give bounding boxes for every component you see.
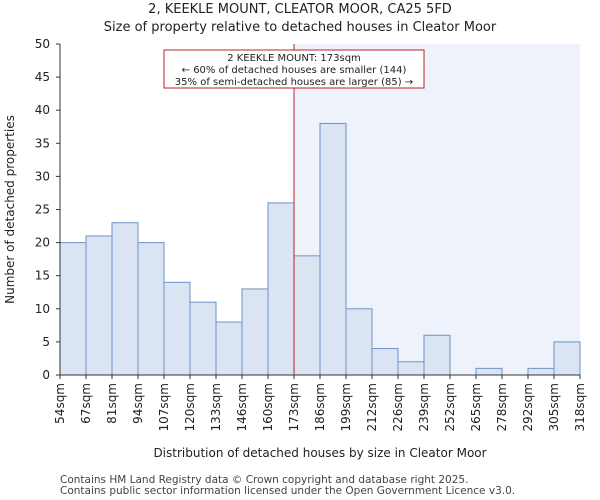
x-tick-label: 239sqm	[417, 383, 431, 431]
y-tick-label: 15	[35, 269, 50, 283]
x-tick-label: 186sqm	[313, 383, 327, 431]
histogram-bar	[189, 301, 217, 376]
y-axis-label: Number of detached properties	[3, 115, 17, 304]
histogram-bar	[85, 235, 113, 376]
y-tick-label: 35	[35, 136, 50, 150]
x-tick-label: 292sqm	[521, 383, 535, 431]
x-tick-label: 160sqm	[261, 383, 275, 431]
annotation-line-1: 2 KEEKLE MOUNT: 173sqm	[227, 53, 361, 64]
y-tick-label: 0	[42, 368, 50, 382]
histogram-bar	[319, 122, 347, 376]
x-tick-label: 81sqm	[105, 383, 119, 424]
histogram-bar	[215, 321, 243, 376]
histogram-bar	[111, 222, 139, 376]
x-tick-label: 278sqm	[495, 383, 509, 431]
x-tick-label: 54sqm	[53, 383, 67, 424]
annotation-box	[163, 49, 425, 89]
x-tick-label: 252sqm	[443, 383, 457, 431]
chart-title-subtitle: Size of property relative to detached ho…	[103, 20, 497, 35]
histogram-bar	[553, 341, 581, 376]
y-tick-label: 20	[35, 236, 50, 250]
histogram-bar	[137, 242, 165, 376]
histogram-bar	[59, 242, 87, 376]
footer-copyright: Contains HM Land Registry data © Crown c…	[60, 474, 469, 486]
y-tick-label: 10	[35, 302, 50, 316]
x-tick-label: 318sqm	[573, 383, 587, 431]
histogram-bar	[293, 255, 321, 376]
footer-licence: Contains public sector information licen…	[60, 485, 516, 497]
histogram-bar	[423, 334, 451, 376]
histogram-bar	[475, 367, 503, 376]
y-tick-label: 45	[35, 70, 50, 84]
histogram-bar	[527, 367, 555, 376]
chart-title-address: 2, KEEKLE MOUNT, CLEATOR MOOR, CA25 5FD	[148, 2, 452, 17]
x-tick-label: 226sqm	[391, 383, 405, 431]
x-tick-label: 173sqm	[287, 383, 301, 431]
x-tick-label: 107sqm	[157, 383, 171, 431]
x-tick-label: 265sqm	[469, 383, 483, 431]
x-tick-label: 146sqm	[235, 383, 249, 431]
y-tick-label: 50	[35, 37, 50, 51]
histogram-bar	[163, 281, 191, 376]
y-tick-label: 40	[35, 103, 50, 117]
y-tick-label: 30	[35, 169, 50, 183]
x-tick-label: 120sqm	[183, 383, 197, 431]
x-tick-label: 199sqm	[339, 383, 353, 431]
histogram-bar	[241, 288, 269, 376]
annotation-line-2: ← 60% of detached houses are smaller (14…	[182, 65, 407, 76]
histogram-bar	[371, 348, 399, 376]
histogram-bar	[397, 361, 425, 376]
x-tick-label: 305sqm	[547, 383, 561, 431]
x-tick-label: 133sqm	[209, 383, 223, 431]
x-tick-label: 67sqm	[79, 383, 93, 424]
x-tick-label: 94sqm	[131, 383, 145, 424]
annotation-line-3: 35% of semi-detached houses are larger (…	[175, 77, 413, 88]
y-tick-label: 25	[35, 203, 50, 217]
y-tick-label: 5	[42, 335, 50, 349]
histogram-bar	[267, 202, 295, 376]
x-axis-label: Distribution of detached houses by size …	[153, 446, 486, 460]
x-tick-label: 212sqm	[365, 383, 379, 431]
histogram-bar	[345, 308, 373, 376]
